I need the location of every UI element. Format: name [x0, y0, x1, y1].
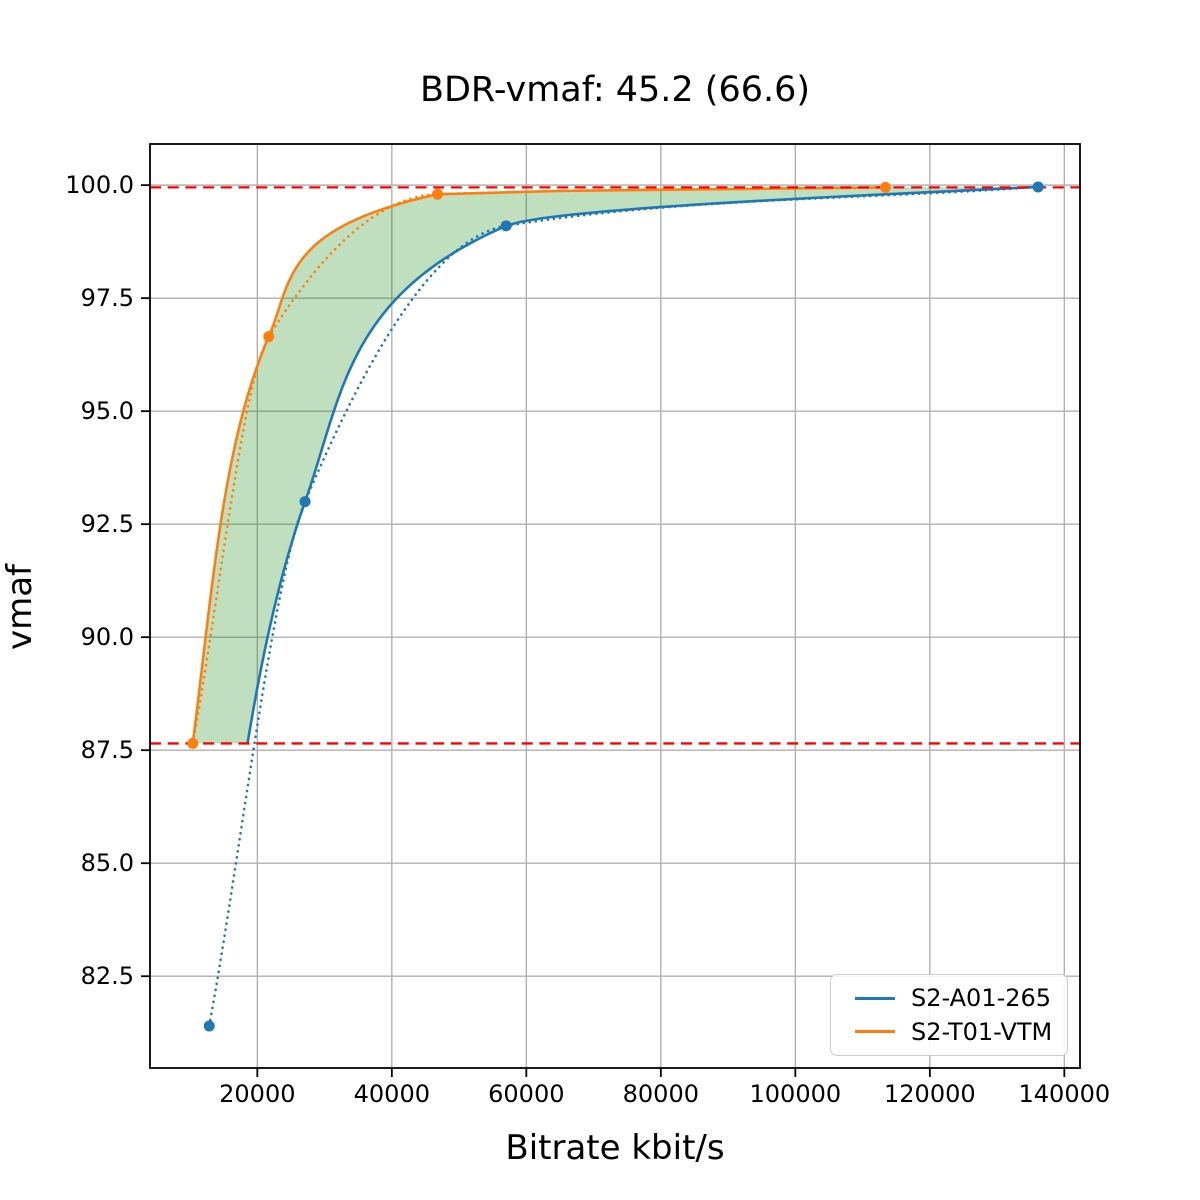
y-tick-label: 100.0	[65, 171, 134, 199]
legend-line-swatch-blue	[855, 996, 895, 1000]
y-tick-label: 95.0	[81, 397, 134, 425]
x-tick-label: 40000	[354, 1080, 430, 1108]
legend: S2-A01-265 S2-T01-VTM	[830, 974, 1068, 1056]
y-tick-label: 97.5	[81, 284, 134, 312]
x-tick-label: 60000	[488, 1080, 564, 1108]
legend-label: S2-A01-265	[911, 984, 1052, 1013]
series-markers-s2-t01-vtm	[187, 181, 891, 749]
legend-label: S2-T01-VTM	[911, 1017, 1053, 1046]
series-markers-s2-a01-265	[203, 181, 1044, 1032]
x-tick-label: 80000	[623, 1080, 699, 1108]
legend-entry-s2-a01-265: S2-A01-265	[831, 984, 1067, 1012]
x-tick-label: 120000	[884, 1080, 976, 1108]
x-tick-label: 140000	[1019, 1080, 1111, 1108]
series-line-s2-a01-265	[246, 185, 1039, 744]
x-tick-label: 20000	[219, 1080, 295, 1108]
axes-spines	[149, 143, 1081, 1069]
y-tick-label: 82.5	[81, 962, 134, 990]
gridlines	[150, 144, 1080, 1068]
tick-marks	[141, 184, 1066, 1077]
y-tick-label: 90.0	[81, 623, 134, 651]
x-tick-label: 100000	[750, 1080, 842, 1108]
y-tick-label: 92.5	[81, 510, 134, 538]
chart-title: BDR-vmaf: 45.2 (66.6)	[419, 70, 811, 110]
y-tick-label: 85.0	[81, 849, 134, 877]
y-tick-label: 87.5	[81, 736, 134, 764]
series-line-s2-t01-vtm	[191, 186, 886, 744]
legend-entry-s2-t01-vtm: S2-T01-VTM	[831, 1018, 1067, 1046]
legend-line-swatch-orange	[855, 1030, 895, 1034]
bd-fill-region	[192, 186, 1039, 744]
tick-labels: 20000 40000 60000 80000 100000 120000 140000 10…	[65, 171, 1110, 1108]
x-axis-label: Bitrate kbit/s	[505, 1128, 725, 1168]
